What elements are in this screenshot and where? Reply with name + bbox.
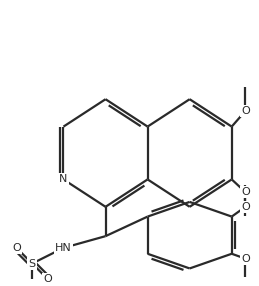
Text: O: O	[44, 274, 52, 284]
Text: O: O	[241, 187, 250, 197]
Text: HN: HN	[55, 243, 72, 253]
Text: O: O	[241, 202, 250, 212]
Text: O: O	[12, 243, 21, 253]
Text: O: O	[241, 254, 250, 264]
Text: O: O	[241, 106, 250, 116]
Text: S: S	[28, 259, 36, 269]
Text: N: N	[59, 174, 68, 184]
